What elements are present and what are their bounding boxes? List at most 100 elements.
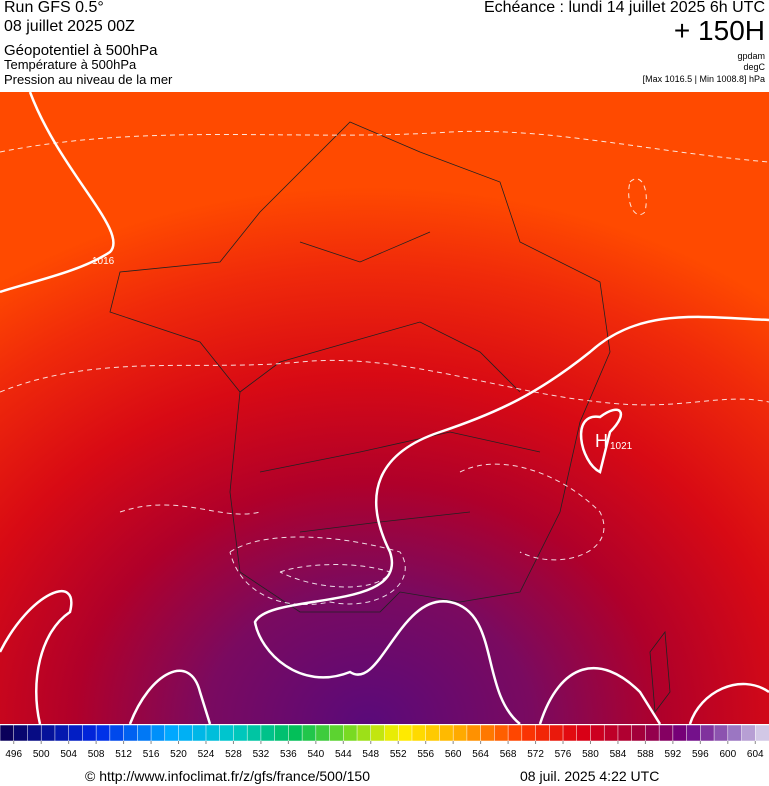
colorbar-swatch [164,724,180,742]
colorbar-label: 536 [280,749,297,760]
colorbar-swatch [40,724,56,742]
colorbar-label: 512 [115,749,132,760]
colorbar-swatch [466,724,482,742]
colorbar-swatch [82,724,97,742]
isobar-label: 1016 [92,256,115,267]
colorbar-swatch [109,724,125,742]
field: Température à 500hPa [4,57,137,72]
colorbar-swatch [260,724,276,742]
colorbar-swatch [356,724,372,742]
colorbar-label: 564 [472,749,489,760]
colorbar-swatch [425,724,440,742]
colorbar-label: 548 [362,749,379,760]
colorbar-swatch [603,724,619,742]
colorbar-label: 552 [390,749,407,760]
lead-time: + 150H [673,15,765,46]
field: Pression au niveau de la mer [4,72,173,87]
colorbar-swatch [658,724,674,742]
colorbar-swatch [741,724,756,742]
colorbar-label: 500 [33,749,50,760]
range: [Max 1016.5 | Min 1008.8] hPa [642,74,765,84]
echeance: Echéance : lundi 14 juillet 2025 6h UTC [483,0,765,16]
colorbar-swatch [576,724,592,742]
coastline [109,121,671,714]
colorbar-label: 572 [527,749,544,760]
colorbar-swatch [137,724,152,742]
colorbar-label: 576 [555,749,572,760]
colorbar-swatch [288,724,303,742]
colorbar-label: 596 [692,749,709,760]
temperature-contour [0,130,769,606]
colorbar-label: 532 [253,749,270,760]
colorbar-label: 520 [170,749,187,760]
colorbar-swatch [54,724,70,742]
colorbar-swatch [343,724,358,742]
colorbar-swatch [13,724,29,742]
colorbar-swatch [631,724,646,742]
colorbar-swatch [686,724,701,742]
colorbar-label: 588 [637,749,654,760]
colorbar-swatch [68,724,83,742]
colorbar-swatch [617,724,633,742]
colorbar-label: 540 [307,749,324,760]
unit: degC [743,62,765,72]
colorbar-swatch [590,724,605,742]
colorbar-label: 604 [747,749,764,760]
colorbar-label: 528 [225,749,242,760]
run: Run GFS 0.5° [4,0,104,16]
unit: gpdam [737,51,765,61]
isobar [0,92,769,724]
colorbar-label: 504 [60,749,77,760]
colorbar-swatch [205,724,221,742]
run-date: 08 juillet 2025 00Z [4,18,135,35]
colorbar-label: 560 [445,749,462,760]
colorbar-swatch [645,724,660,742]
colorbar-swatch [219,724,234,742]
colorbar-swatch [192,724,207,742]
colorbar-swatch [521,724,537,742]
timestamp: 08 juil. 2025 4:22 UTC [520,768,660,784]
colorbar-swatch [713,724,729,742]
field-shading [0,92,769,724]
colorbar-swatch [727,724,743,742]
colorbar-swatch [439,724,454,742]
colorbar-swatch [549,724,564,742]
colorbar-swatch [755,724,769,742]
colorbar-swatch [178,724,193,742]
colorbar-swatch [0,724,15,742]
colorbar: 496 500 504 508 512 516 520 524 528 532 536 540 544 5… [0,724,769,760]
colorbar-swatch [95,724,111,742]
colorbar-swatch [233,724,248,742]
colorbar-label: 524 [198,749,215,760]
colorbar-label: 580 [582,749,599,760]
colorbar-swatch [123,724,138,742]
colorbar-swatch [494,724,509,742]
colorbar-swatch [329,724,344,742]
source: © http://www.infoclimat.fr/z/gfs/france/… [85,768,370,784]
colorbar-label: 584 [610,749,627,760]
colorbar-swatch [315,724,331,742]
colorbar-swatch [384,724,399,742]
colorbar-swatch [274,724,289,742]
high-pressure-value: 1021 [610,441,633,452]
colorbar-label: 556 [417,749,434,760]
colorbar-label: 496 [5,749,22,760]
colorbar-label: 516 [143,749,160,760]
colorbar-label: 508 [88,749,105,760]
colorbar-swatch [370,724,386,742]
colorbar-label: 600 [719,749,736,760]
colorbar-swatch [27,724,42,742]
field: Géopotentiel à 500hPa [4,42,158,59]
colorbar-swatch [562,724,578,742]
colorbar-label: 568 [500,749,517,760]
colorbar-swatch [672,724,688,742]
map: 1016 H 1021 [0,92,769,724]
colorbar-swatch [150,724,166,742]
high-pressure: H [595,431,608,451]
colorbar-swatch [301,724,317,742]
colorbar-swatch [507,724,523,742]
colorbar-swatch [246,724,262,742]
colorbar-label: 544 [335,749,352,760]
colorbar-swatch [480,724,495,742]
